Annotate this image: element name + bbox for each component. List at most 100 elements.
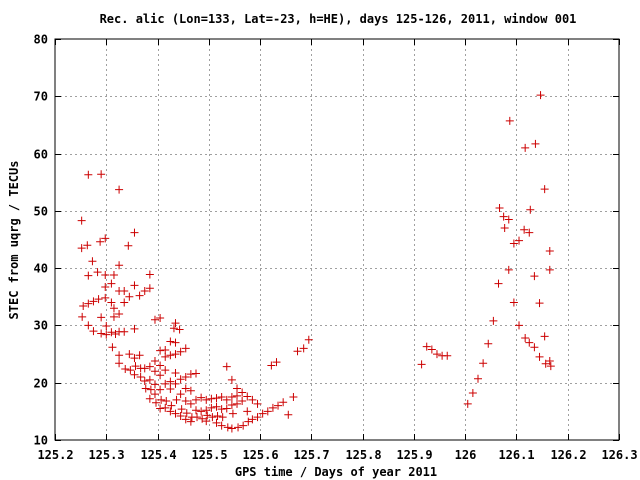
data-point [432,350,441,359]
data-point [126,366,135,375]
data-point [84,271,93,280]
data-point [509,298,518,307]
data-point [272,358,281,367]
x-tick-label: 125.9 [396,448,432,462]
data-point [208,413,217,422]
data-point [530,272,539,281]
data-point [97,313,106,322]
data-point [202,395,211,404]
data-point [535,352,544,361]
data-point [115,351,124,360]
data-point [171,338,180,347]
data-point [227,401,236,410]
data-points [77,91,555,433]
data-point [427,345,436,354]
x-tick-label: 125.3 [88,448,124,462]
data-point [89,327,98,336]
data-point [530,343,539,352]
data-point [293,347,302,356]
data-point [267,361,276,370]
data-point [131,362,140,371]
data-point [130,324,139,333]
data-point [417,360,426,369]
data-point [521,143,530,152]
y-tick-label: 70 [34,90,48,104]
data-point [171,368,180,377]
data-point [233,391,242,400]
data-point [213,411,222,420]
data-point [167,401,176,410]
data-point [145,375,154,384]
data-point [222,395,231,404]
data-point [505,116,514,125]
data-point [135,291,144,300]
data-point [227,424,236,433]
y-tick-label: 50 [34,205,48,219]
data-point [136,372,145,381]
data-point [94,295,103,304]
data-point [176,347,185,356]
data-point [161,379,170,388]
data-point [166,337,175,346]
data-point [176,375,185,384]
data-point [222,362,231,371]
data-point [536,91,545,100]
data-point [84,299,93,308]
data-point [233,399,242,408]
plot-frame [54,38,620,441]
data-point [479,359,488,368]
data-point [130,228,139,237]
x-tick-label: 125.2 [37,448,73,462]
data-point [150,315,159,324]
data-point [238,397,247,406]
data-point [422,342,431,351]
data-point [78,312,87,321]
data-point [198,414,207,423]
data-point [84,170,93,179]
x-axis: 125.2 125.3 125.4 125.5 125.6 125.7 125.8 125.9… [37,39,638,462]
data-point [504,215,513,224]
data-point [233,384,242,393]
data-point [521,334,530,343]
x-tick-label: 126.2 [550,448,586,462]
data-point [77,244,86,253]
data-point [197,407,206,416]
data-point [500,224,509,233]
data-point [101,234,110,243]
data-point [181,384,190,393]
data-point [192,369,200,378]
x-tick-label: 125.7 [293,448,329,462]
x-tick-label: 126.3 [601,448,637,462]
data-point [253,413,262,422]
data-point [150,356,159,365]
data-point [109,271,118,280]
data-point [289,393,298,402]
data-point [258,409,267,418]
data-point [243,407,252,416]
data-point [171,319,180,328]
data-point [146,385,155,394]
data-point [526,205,535,214]
data-point [88,257,97,266]
data-point [279,398,288,407]
data-point [222,404,231,413]
data-point [186,370,195,379]
data-point [166,385,175,394]
data-point [115,359,124,368]
data-point [140,376,149,385]
data-point [108,343,117,352]
data-point [212,402,221,411]
data-point [156,385,165,394]
data-point [120,298,129,307]
data-point [223,423,232,432]
data-point [217,393,226,402]
data-point [218,413,227,422]
data-point [115,309,124,318]
x-tick-label: 125.4 [140,448,176,462]
data-point [515,236,524,245]
x-tick-label: 125.8 [345,448,381,462]
data-point [217,421,226,430]
data-point [124,241,133,250]
data-point [202,417,211,426]
data-point [121,364,130,373]
